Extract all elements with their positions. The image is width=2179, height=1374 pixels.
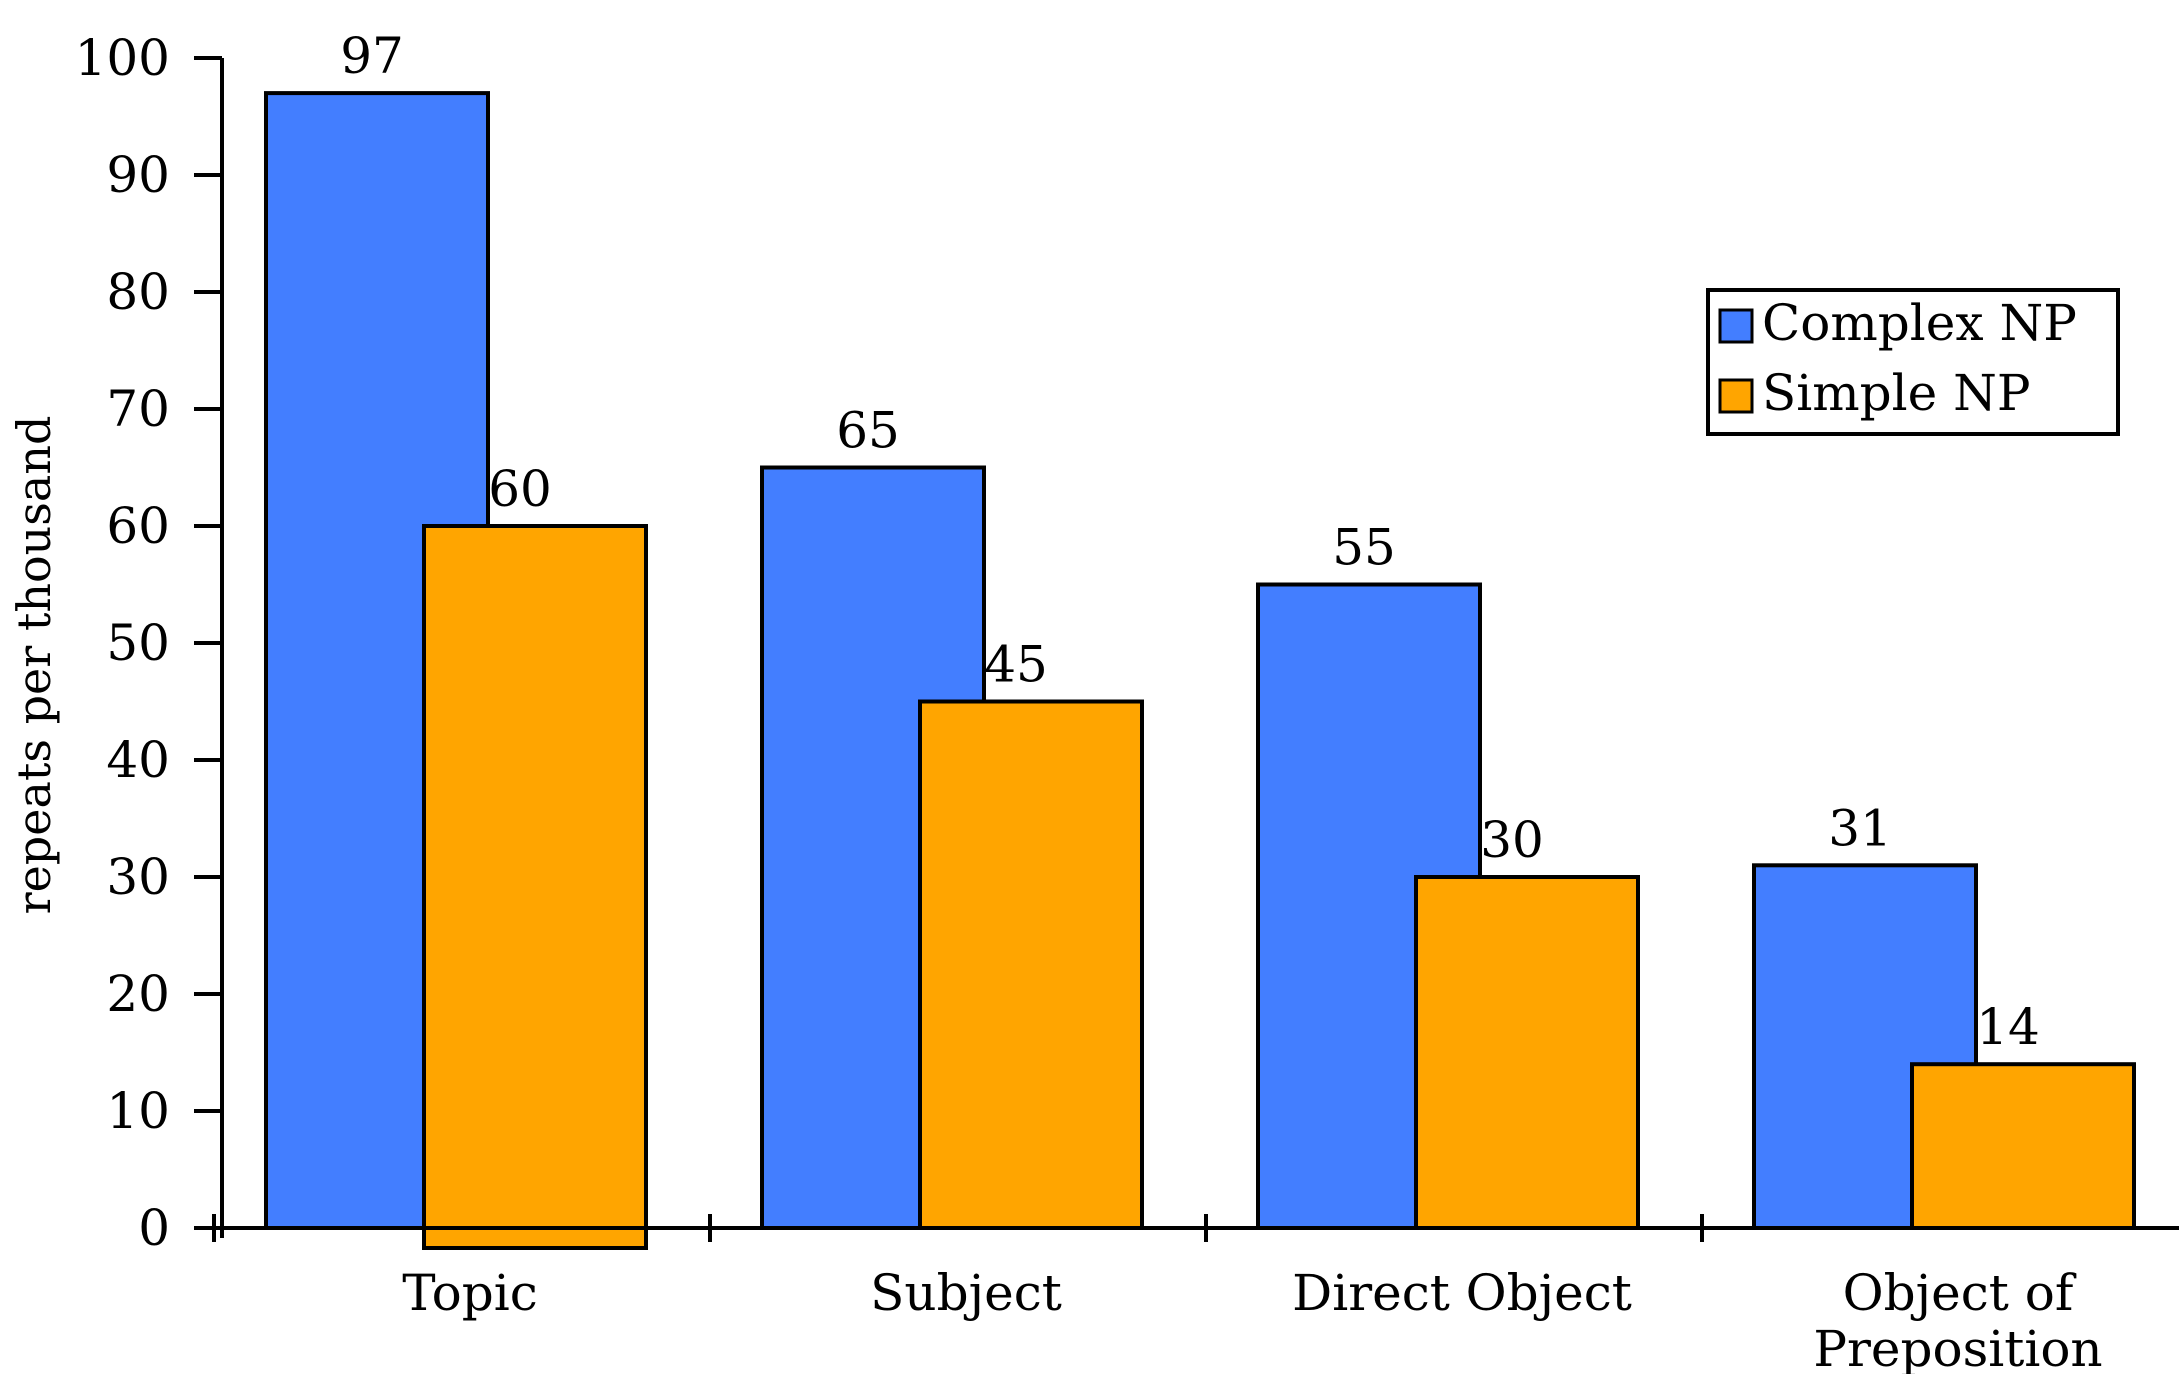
category-label-object-of-preposition: Object of Preposition	[1813, 1264, 2102, 1374]
y-tick-label-40: 40	[106, 731, 170, 789]
labels-group: 97 65 55 31 60 45 30 14 0 10 20 30 40 50 60 70 80 90 100 To…	[75, 27, 2103, 1374]
bars-group	[264, 91, 2136, 1250]
value-label-simple-np-4: 14	[1976, 998, 2040, 1056]
y-tick-label-70: 70	[106, 380, 170, 438]
category-label-topic: Topic	[402, 1264, 538, 1322]
bar-simple-np-3	[1414, 875, 1640, 1230]
bar-simple-np-4	[1910, 1062, 2136, 1230]
y-tick-label-80: 80	[106, 263, 170, 321]
legend-swatch-complex-np	[1718, 308, 1754, 344]
value-label-complex-np-4: 31	[1828, 799, 1892, 857]
y-axis-title: repeats per thousand	[7, 416, 61, 915]
value-label-simple-np-2: 45	[984, 636, 1048, 694]
value-label-complex-np-3: 55	[1332, 519, 1396, 577]
y-tick-label-30: 30	[106, 848, 170, 906]
y-tick-label-100: 100	[75, 29, 170, 87]
value-label-complex-np-1: 97	[340, 27, 404, 85]
axes-group	[194, 56, 2179, 1242]
category-label-direct-object: Direct Object	[1292, 1264, 1632, 1322]
legend: Complex NP Simple NP	[1706, 288, 2120, 436]
legend-box	[1706, 288, 2120, 436]
legend-swatch-simple-np	[1718, 378, 1754, 414]
legend-label-simple-np: Simple NP	[1762, 364, 2031, 422]
value-label-simple-np-3: 30	[1480, 811, 1544, 869]
value-label-complex-np-2: 65	[836, 402, 900, 460]
y-tick-label-90: 90	[106, 146, 170, 204]
y-tick-label-20: 20	[106, 965, 170, 1023]
y-tick-label-10: 10	[106, 1082, 170, 1140]
y-tick-label-60: 60	[106, 497, 170, 555]
y-tick-label-0: 0	[138, 1199, 170, 1257]
bar-simple-np-2	[918, 699, 1144, 1230]
value-label-simple-np-1: 60	[488, 460, 552, 518]
category-label-subject: Subject	[870, 1264, 1062, 1322]
legend-label-complex-np: Complex NP	[1762, 294, 2077, 352]
y-tick-label-50: 50	[106, 614, 170, 672]
bar-simple-np-1	[422, 524, 648, 1250]
